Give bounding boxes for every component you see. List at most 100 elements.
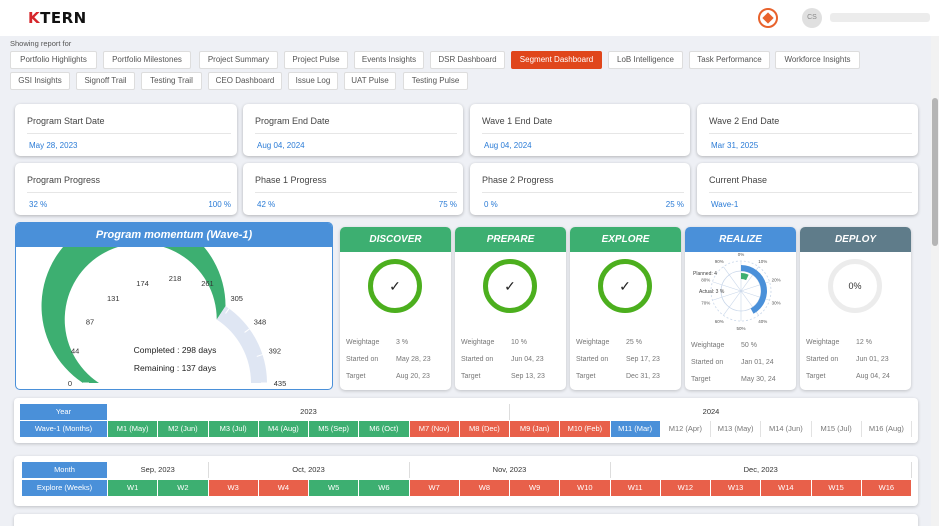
phase-card-prepare[interactable]: PREPARE ✓ Weightage 10 % Started on Jun 04, 2… [455,227,566,390]
scrollbar-thumb[interactable] [932,98,938,246]
timeline-week-cell[interactable]: W6 [359,480,410,496]
brand-icon[interactable] [758,8,778,28]
timeline-month-cell[interactable]: M9 (Jan) [510,421,561,437]
tab-gsi-insights[interactable]: GSI Insights [10,72,70,90]
timeline-week-cell[interactable]: W9 [510,480,561,496]
gauge-tick-label: 305 [230,294,243,303]
momentum-gauge: 0 44 87 131 174 218 261 305 348 392 435 Completed :… [41,223,286,388]
phase-weightage-label: Weightage [346,339,380,346]
username-blurred[interactable] [830,13,930,22]
tab-workforce-insights[interactable]: Workforce Insights [775,51,860,69]
tab-ceo-dashboard[interactable]: CEO Dashboard [208,72,282,90]
timeline-month-cell[interactable]: M8 (Dec) [459,421,510,437]
tab-lob-intelligence[interactable]: LoB Intelligence [608,51,683,69]
tab-task-performance[interactable]: Task Performance [689,51,770,69]
gauge-tick-label: 218 [169,274,182,283]
phase-started-value: Jun 04, 23 [511,356,544,363]
timeline-month-cell[interactable]: M3 (Jul) [208,421,259,437]
timeline-week-cell[interactable]: W10 [560,480,611,496]
radial-tick-label: 30% [772,300,781,305]
gauge-tick [146,295,149,302]
gauge-tick [256,354,263,357]
year-header-label: Year [20,404,108,420]
timeline-month-cell[interactable]: M14 (Jun) [761,421,812,437]
gauge-tick-label: 131 [107,294,120,303]
timeline-month-cell[interactable]: M11 (Mar) [610,421,661,437]
radial-spoke [723,266,742,292]
timeline-month-cell[interactable]: M10 (Feb) [560,421,611,437]
timeline-month-cell[interactable]: M4 (Aug) [258,421,309,437]
phase-weightage-label: Weightage [576,339,610,346]
tab-uat-pulse[interactable]: UAT Pulse [344,72,396,90]
phase-target-label: Target [806,373,826,380]
gauge-completed-arc [41,223,226,383]
check-icon: ✓ [504,278,516,294]
card-value: Mar 31, 2025 [711,141,759,150]
timeline-week-cell[interactable]: W5 [309,480,360,496]
scrollbar[interactable] [931,36,939,526]
planned-label: Planned: 4 [693,271,717,277]
timeline-month-cell[interactable]: M1 (May) [108,421,159,437]
phase-progress-value: 0% [848,281,862,291]
tab-testing-trail[interactable]: Testing Trail [141,72,202,90]
radial-spoke [712,281,742,292]
timeline-week-cell[interactable]: W13 [711,480,762,496]
timeline-week-cell[interactable]: W8 [459,480,510,496]
phase-card-realize[interactable]: REALIZE 0% 10% 20% 30% 40% 50% 60% 70% 80% 90% Plan… [685,227,796,390]
timeline-week-cell[interactable]: W7 [409,480,460,496]
tab-dsr-dashboard[interactable]: DSR Dashboard [430,51,505,69]
timeline-month-cell[interactable]: M5 (Sep) [309,421,360,437]
timeline-week-cell[interactable]: W2 [158,480,209,496]
program-progress-card: Program Progress 32 % 100 % [15,163,237,215]
program-momentum-card: Program momentum (Wave-1) 0 44 87 131 174 218… [15,222,333,390]
timeline-week-cell[interactable]: W14 [761,480,812,496]
phase-card-deploy[interactable]: DEPLOY 0% Weightage 12 % Started on Jun 01, 2… [800,227,911,390]
tab-signoff-trail[interactable]: Signoff Trail [76,72,135,90]
gauge-tick-label: 174 [136,279,149,288]
phase2-progress-card: Phase 2 Progress 0 % 25 % [470,163,690,215]
timeline-month-cell[interactable]: M16 (Aug) [861,421,912,437]
timeline-week-cell[interactable]: W4 [258,480,309,496]
avatar[interactable]: CS [802,8,822,28]
month-header: Sep, 2023 [108,462,209,478]
timeline-week-cell[interactable]: W16 [861,480,912,496]
timeline-week-cell[interactable]: W12 [660,480,711,496]
gauge-tick [201,295,204,302]
ktern-logo[interactable]: KTERN [28,9,87,27]
tab-portfolio-milestones[interactable]: Portfolio Milestones [103,51,191,69]
radial-tick-label: 20% [772,278,781,283]
timeline-month-cell[interactable]: M6 (Oct) [359,421,410,437]
card-value: 42 % [257,200,276,209]
tab-segment-dashboard[interactable]: Segment Dashboard [511,51,602,69]
actual-arc [741,273,749,281]
tab-project-summary[interactable]: Project Summary [199,51,278,69]
timeline-month-cell[interactable]: M7 (Nov) [409,421,460,437]
tab-issue-log[interactable]: Issue Log [288,72,338,90]
phase-card-discover[interactable]: DISCOVER ✓ Weightage 3 % Started on May 28, 2… [340,227,451,390]
phase-target-value: Sep 13, 23 [511,373,545,380]
radial-tick-label: 40% [758,319,767,324]
card-label: Wave 1 End Date [482,116,553,126]
phase-card-explore[interactable]: EXPLORE ✓ Weightage 25 % Started on Sep 17, 2… [570,227,681,390]
gauge-tick [87,354,94,357]
timeline-week-cell[interactable]: W15 [811,480,862,496]
gauge-tick [100,328,106,333]
timeline-month-cell[interactable]: M15 (Jul) [811,421,862,437]
phase-target-value: Aug 20, 23 [396,373,430,380]
timeline-week-cell[interactable]: W11 [610,480,661,496]
tab-project-pulse[interactable]: Project Pulse [284,51,348,69]
wave2-end-card: Wave 2 End Date Mar 31, 2025 [697,104,918,156]
timeline-week-cell[interactable]: W1 [108,480,159,496]
card-max-value: 25 % [665,200,684,209]
timeline-week-cell[interactable]: W3 [208,480,259,496]
tab-portfolio-highlights[interactable]: Portfolio Highlights [10,51,97,69]
timeline-month-cell[interactable]: M12 (Apr) [660,421,711,437]
timeline-month-cell[interactable]: M13 (May) [711,421,762,437]
card-value: Aug 04, 2024 [484,141,532,150]
tab-events-insights[interactable]: Events Insights [354,51,424,69]
wave-row-label: Wave-1 (Months) [20,421,108,437]
phase-target-label: Target [346,373,366,380]
gauge-tick-label: 348 [254,317,267,326]
tab-testing-pulse[interactable]: Testing Pulse [403,72,468,90]
timeline-month-cell[interactable]: M2 (Jun) [158,421,209,437]
